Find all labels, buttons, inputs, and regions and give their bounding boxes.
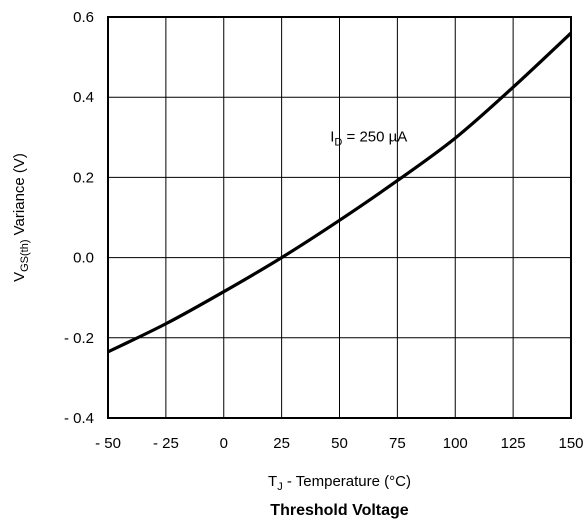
- y-tick-label-2: 0.0: [73, 250, 94, 267]
- x-tick-label-8: 150: [558, 435, 583, 452]
- grid-lines: [107, 16, 572, 419]
- x-tick-label-2: 0: [220, 435, 228, 452]
- y-axis-label: VGS(th) Variance (V): [11, 153, 31, 282]
- x-tick-label-6: 100: [443, 435, 468, 452]
- series-group: [107, 31, 573, 354]
- x-tick-label-5: 75: [389, 435, 406, 452]
- x-tick-labels: - 50 - 25 0 25 50 75 100 125 150: [95, 435, 583, 452]
- x-tick-label-1: - 25: [153, 435, 179, 452]
- chart-caption: Threshold Voltage: [270, 502, 408, 519]
- x-tick-label-7: 125: [501, 435, 526, 452]
- x-tick-label-0: - 50: [95, 435, 121, 452]
- x-tick-label-4: 50: [331, 435, 348, 452]
- series-line-0: [107, 31, 573, 354]
- y-tick-label-4: 0.4: [73, 89, 94, 106]
- y-tick-label-1: - 0.2: [64, 330, 94, 347]
- plot-frame: [107, 16, 572, 419]
- annotation-id-current: ID = 250 µA: [330, 128, 407, 148]
- y-tick-labels: - 0.4 - 0.2 0.0 0.2 0.4 0.6: [64, 9, 94, 427]
- y-tick-label-3: 0.2: [73, 169, 94, 186]
- y-tick-label-0: - 0.4: [64, 410, 94, 427]
- y-tick-label-5: 0.6: [73, 9, 94, 26]
- x-tick-label-3: 25: [273, 435, 290, 452]
- x-axis-label: TJ - Temperature (°C): [268, 473, 411, 493]
